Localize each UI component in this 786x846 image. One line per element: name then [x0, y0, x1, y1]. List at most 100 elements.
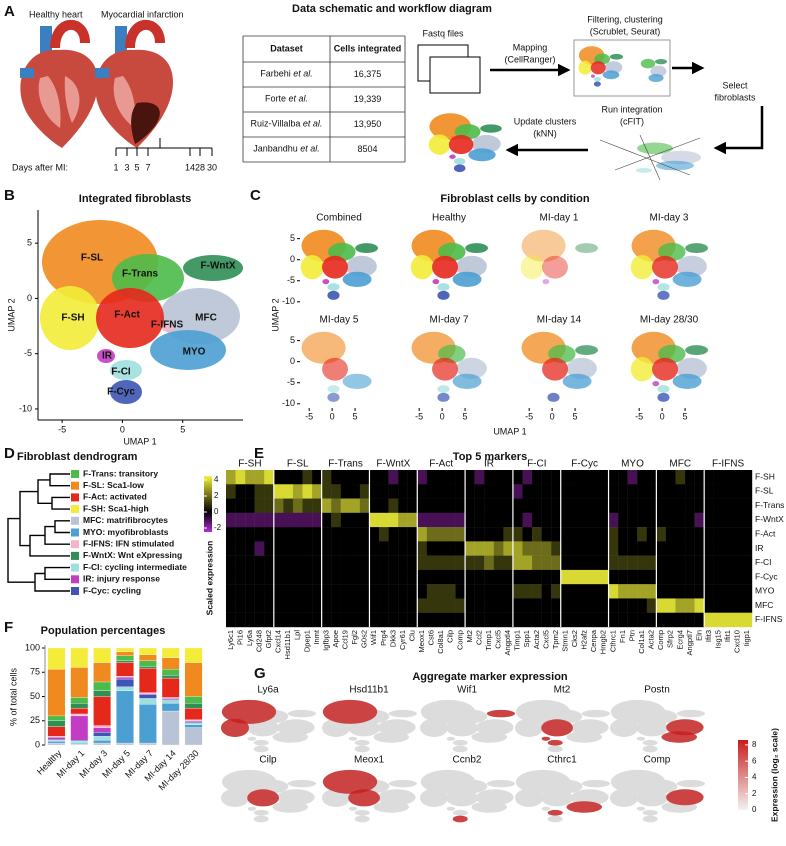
- heatmap-cell: [627, 555, 638, 571]
- heatmap-cell: [484, 569, 494, 585]
- legend-swatch: [71, 470, 79, 478]
- heatmap-cell: [273, 555, 284, 571]
- cell-cluster: [471, 801, 508, 813]
- heatmap-cell: [704, 569, 714, 585]
- gene-label: Ccl2: [474, 630, 483, 645]
- heatmap-cell: [704, 512, 714, 528]
- cell-cluster: [476, 719, 514, 736]
- heatmap-cell: [665, 512, 676, 528]
- heatmap-cell: [723, 470, 734, 485]
- cell-cluster: [373, 801, 410, 813]
- heatmap-cell: [608, 541, 619, 556]
- bar-segment: [116, 651, 134, 656]
- heatmap-cell: [551, 555, 561, 571]
- heatmap-cell: [455, 541, 466, 556]
- cell-cluster: [685, 243, 708, 254]
- heatmap-cell: [579, 498, 590, 514]
- cell-cluster: [666, 789, 704, 806]
- heatmap-cell: [560, 470, 571, 485]
- heatmap-cell: [379, 612, 389, 628]
- heatmap-cell: [522, 498, 533, 514]
- bar-segment: [70, 703, 89, 709]
- heatmap-cell: [398, 569, 408, 585]
- cell-cluster: [566, 357, 597, 380]
- heatmap-cell: [685, 569, 695, 585]
- heatmap-cell: [512, 512, 523, 528]
- days-label: Days after MI:: [12, 162, 68, 172]
- heatmap-cell: [388, 498, 399, 514]
- colorbar-label: 4: [752, 773, 757, 782]
- heatmap-cell: [292, 569, 303, 585]
- heatmap-cell: [608, 555, 619, 571]
- heatmap-cell: [359, 584, 370, 599]
- table-cell: Forte et al.: [265, 94, 308, 104]
- heatmap-cell: [484, 555, 494, 571]
- heatmap-cell: [445, 527, 456, 542]
- cell-cluster: [486, 709, 515, 718]
- cell-cluster: [575, 345, 598, 356]
- heatmap-cell: [704, 541, 714, 556]
- x-tick-label: -5: [305, 411, 313, 421]
- heatmap-cell: [503, 612, 514, 628]
- legend-swatch: [71, 575, 79, 584]
- heatmap-cell: [685, 584, 695, 599]
- facet-title: MI-day 14: [537, 315, 582, 326]
- day-label: 28: [195, 162, 205, 172]
- heatmap-cell: [292, 612, 303, 628]
- heatmap-cell: [283, 555, 294, 571]
- bar-segment: [161, 710, 180, 746]
- heatmap-cell: [445, 470, 456, 485]
- heatmap-cell: [685, 541, 695, 556]
- heatmap-cell: [426, 555, 437, 571]
- heatmap-cell: [273, 612, 284, 628]
- facet-title: MI-day 7: [430, 315, 469, 326]
- cluster-label: F-SH: [61, 313, 84, 324]
- heatmap-cell: [398, 555, 408, 571]
- cell-cluster: [432, 255, 458, 279]
- heatmap-cell: [704, 612, 714, 628]
- day-label: 7: [145, 162, 150, 172]
- group-label: F-Trans: [328, 459, 363, 470]
- cell-cluster: [355, 243, 378, 254]
- cell-cluster: [437, 385, 450, 393]
- heatmap-cell: [273, 569, 284, 585]
- bar-segment: [93, 725, 111, 728]
- heatmap-cell: [560, 498, 571, 514]
- heatmap-cell: [426, 541, 437, 556]
- heatmap-cell: [541, 569, 552, 585]
- heatmap-cell: [445, 484, 456, 499]
- heatmap-cell: [312, 527, 322, 542]
- umap-embedding: [640, 58, 667, 82]
- et-al: et al.: [289, 94, 309, 104]
- heatmap-cell: [455, 512, 466, 528]
- cell-cluster: [471, 134, 501, 153]
- bar-segment: [47, 720, 66, 727]
- heatmap-cell: [685, 512, 695, 528]
- gene-label: Ecrg4: [675, 630, 684, 650]
- heatmap-cell: [379, 512, 389, 528]
- workflow-label: Update clusters: [514, 116, 577, 126]
- heatmap-cell: [646, 498, 657, 514]
- row-label: F-Trans: [755, 500, 784, 510]
- cell-cluster: [322, 255, 348, 279]
- row-label: IR: [755, 543, 764, 553]
- heatmap-cell: [694, 598, 705, 613]
- heatmap-cell: [675, 569, 686, 585]
- cell-cluster: [636, 806, 646, 811]
- heatmap-cell: [379, 584, 389, 599]
- legend-label: F-SH: Sca1-high: [83, 503, 149, 513]
- gene-label: Cthrc1: [608, 630, 617, 652]
- heatmap-cell: [292, 512, 303, 528]
- x-tick-label: -5: [58, 424, 66, 434]
- heatmap-cell: [254, 498, 265, 514]
- heatmap-cell: [465, 584, 475, 599]
- heatmap-cell: [226, 612, 236, 628]
- heatmap-cell: [656, 484, 667, 499]
- heatmap-cell: [694, 584, 705, 599]
- bar-segment: [139, 668, 157, 693]
- cell-cluster: [277, 719, 315, 736]
- bar-segment: [184, 707, 203, 720]
- heatmap-cell: [541, 470, 552, 485]
- heatmap-cell: [417, 470, 428, 485]
- cell-cluster: [571, 719, 609, 736]
